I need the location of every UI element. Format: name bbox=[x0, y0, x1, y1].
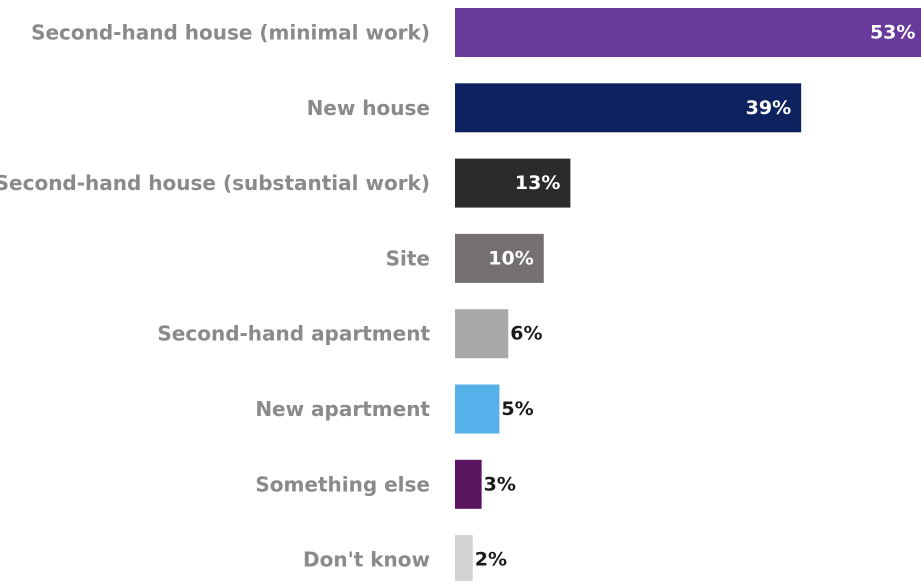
bar-5 bbox=[455, 309, 509, 359]
value-label: 6% bbox=[510, 323, 542, 345]
bar-4 bbox=[455, 233, 544, 283]
bar-2 bbox=[455, 83, 802, 133]
bars-group bbox=[455, 8, 921, 581]
category-label: New house bbox=[307, 96, 430, 120]
category-label: Second-hand house (substantial work) bbox=[0, 171, 430, 195]
category-label: Something else bbox=[255, 472, 430, 496]
category-labels-group: Second-hand house (minimal work) New hous… bbox=[0, 21, 430, 572]
category-label: Second-hand house (minimal work) bbox=[31, 21, 430, 45]
bar-6 bbox=[455, 384, 500, 434]
category-label: Second-hand apartment bbox=[157, 322, 430, 346]
bar-8 bbox=[455, 535, 473, 581]
value-label: 2% bbox=[475, 549, 507, 571]
value-labels-group: 53% 39% 13% 10% 6% 5% 3% 2% bbox=[475, 22, 916, 571]
value-label: 3% bbox=[484, 473, 516, 495]
value-label: 5% bbox=[501, 398, 533, 420]
category-label: Site bbox=[386, 246, 430, 270]
value-label: 10% bbox=[488, 247, 533, 269]
category-label: New apartment bbox=[255, 397, 430, 421]
value-label: 39% bbox=[746, 97, 791, 119]
category-label: Don't know bbox=[303, 548, 430, 572]
bar-1 bbox=[455, 8, 921, 57]
value-label: 53% bbox=[870, 22, 915, 44]
value-label: 13% bbox=[515, 172, 560, 194]
bar-3 bbox=[455, 158, 571, 208]
bar-7 bbox=[455, 459, 482, 509]
